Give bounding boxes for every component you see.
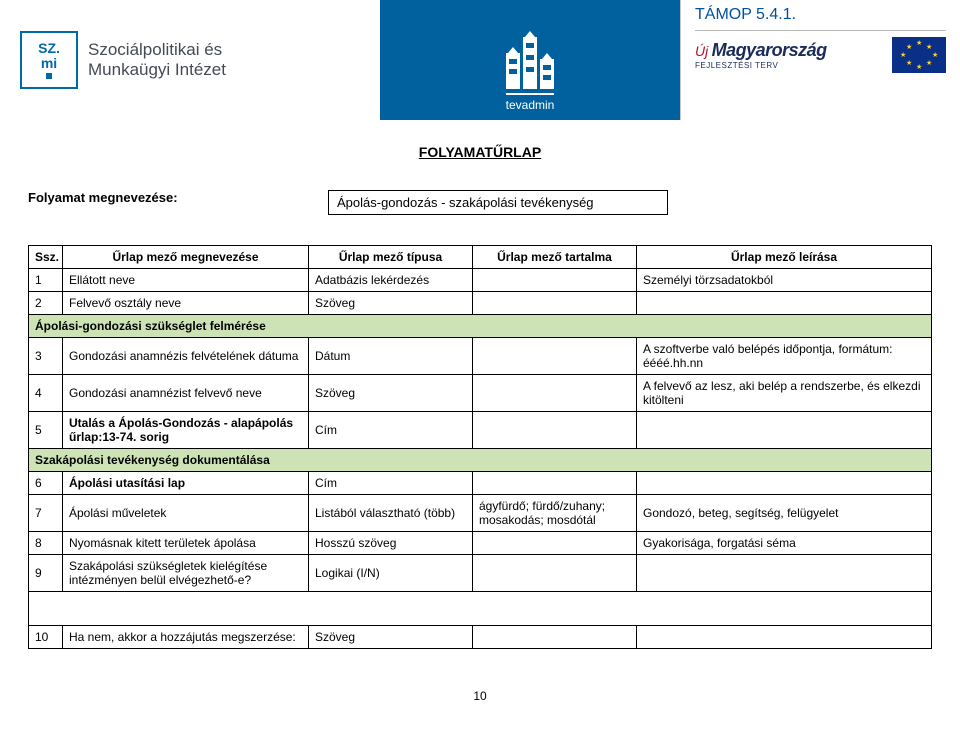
section-row: Szakápolási tevékenység dokumentálása: [29, 449, 932, 472]
cell-type: Listából választható (több): [309, 495, 473, 532]
cell-type: Szöveg: [309, 292, 473, 315]
section-title: Szakápolási tevékenység dokumentálása: [29, 449, 932, 472]
cell-desc: Személyi törzsadatokból: [637, 269, 932, 292]
cell-type: Szöveg: [309, 626, 473, 649]
cell-desc: Gyakorisága, forgatási séma: [637, 532, 932, 555]
umft-block: Új Magyarország FEJLESZTÉSI TERV ★ ★ ★ ★…: [695, 37, 946, 73]
col-ssz: Ssz.: [29, 246, 63, 269]
content: FOLYAMATŰRLAP Folyamat megnevezése: Ápol…: [0, 120, 960, 713]
process-value: Ápolás-gondozás - szakápolási tevékenysé…: [328, 190, 668, 215]
process-row: Folyamat megnevezése: Ápolás-gondozás - …: [28, 190, 932, 215]
cell-name: Nyomásnak kitett területek ápolása: [63, 532, 309, 555]
cell-type: Adatbázis lekérdezés: [309, 269, 473, 292]
umft-mo: Magyarország: [712, 40, 827, 60]
szmi-logo: SZ.mi Szociálpolitikai és Munkaügyi Inté…: [20, 31, 226, 89]
cell-name: Ha nem, akkor a hozzájutás megszerzése:: [63, 626, 309, 649]
cell-desc: A felvevő az lesz, aki belép a rendszerb…: [637, 375, 932, 412]
table-row: 2 Felvevő osztály neve Szöveg: [29, 292, 932, 315]
cell-desc: [637, 412, 932, 449]
cell-content: [473, 555, 637, 592]
towers-icon: [506, 29, 555, 89]
table-row: 10 Ha nem, akkor a hozzájutás megszerzés…: [29, 626, 932, 649]
cell-content: [473, 412, 637, 449]
process-label: Folyamat megnevezése:: [28, 190, 328, 205]
cell-desc: [637, 292, 932, 315]
cell-type: Szöveg: [309, 375, 473, 412]
cell-desc: [637, 555, 932, 592]
cell-content: ágyfürdő; fürdő/zuhany; mosakodás; mosdó…: [473, 495, 637, 532]
cell-type: Hosszú szöveg: [309, 532, 473, 555]
cell-name: Ellátott neve: [63, 269, 309, 292]
eu-flag-icon: ★ ★ ★ ★ ★ ★ ★ ★: [892, 37, 946, 73]
cell-desc: [637, 626, 932, 649]
szmi-badge-icon: SZ.mi: [20, 31, 78, 89]
cell-desc: [637, 472, 932, 495]
header-mid: tevadmin: [380, 0, 680, 120]
cell-ssz: 7: [29, 495, 63, 532]
cell-name: Ápolási műveletek: [63, 495, 309, 532]
umft-uj: Új: [695, 43, 708, 59]
table-header-row: Ssz. Űrlap mező megnevezése Űrlap mező t…: [29, 246, 932, 269]
col-type: Űrlap mező típusa: [309, 246, 473, 269]
cell-content: [473, 292, 637, 315]
cell-content: [473, 375, 637, 412]
table-row: 9 Szakápolási szükségletek kielégítése i…: [29, 555, 932, 592]
table-row: 7 Ápolási műveletek Listából választható…: [29, 495, 932, 532]
cell-ssz: 10: [29, 626, 63, 649]
cell-content: [473, 532, 637, 555]
cell-content: [473, 269, 637, 292]
cell-name: Felvevő osztály neve: [63, 292, 309, 315]
tevadmin-label: tevadmin: [506, 93, 555, 112]
cell-name: Szakápolási szükségletek kielégítése int…: [63, 555, 309, 592]
table-row: 5 Utalás a Ápolás-Gondozás - alapápolás …: [29, 412, 932, 449]
header-left: SZ.mi Szociálpolitikai és Munkaügyi Inté…: [0, 0, 380, 120]
cell-ssz: 5: [29, 412, 63, 449]
cell-type: Cím: [309, 472, 473, 495]
col-desc: Űrlap mező leírása: [637, 246, 932, 269]
spacer-row: [29, 592, 932, 626]
form-table: Ssz. Űrlap mező megnevezése Űrlap mező t…: [28, 245, 932, 649]
col-name: Űrlap mező megnevezése: [63, 246, 309, 269]
table-row: 4 Gondozási anamnézist felvevő neve Szöv…: [29, 375, 932, 412]
cell-content: [473, 626, 637, 649]
cell-ssz: 2: [29, 292, 63, 315]
cell-name: Gondozási anamnézis felvételének dátuma: [63, 338, 309, 375]
cell-name: Ápolási utasítási lap: [63, 472, 309, 495]
cell-ssz: 3: [29, 338, 63, 375]
section-row: Ápolási-gondozási szükséglet felmérése: [29, 315, 932, 338]
tevadmin-logo: tevadmin: [506, 29, 555, 112]
cell-ssz: 1: [29, 269, 63, 292]
col-content: Űrlap mező tartalma: [473, 246, 637, 269]
institute-line2: Munkaügyi Intézet: [88, 60, 226, 80]
institute-name: Szociálpolitikai és Munkaügyi Intézet: [88, 40, 226, 81]
cell-name: Gondozási anamnézist felvevő neve: [63, 375, 309, 412]
cell-type: Cím: [309, 412, 473, 449]
page-title: FOLYAMATŰRLAP: [28, 144, 932, 160]
section-title: Ápolási-gondozási szükséglet felmérése: [29, 315, 932, 338]
page-number: 10: [28, 689, 932, 713]
umft-sub: FEJLESZTÉSI TERV: [695, 61, 882, 70]
header-band: SZ.mi Szociálpolitikai és Munkaügyi Inté…: [0, 0, 960, 120]
table-row: 6 Ápolási utasítási lap Cím: [29, 472, 932, 495]
cell-content: [473, 338, 637, 375]
cell-ssz: 6: [29, 472, 63, 495]
cell-desc: Gondozó, beteg, segítség, felügyelet: [637, 495, 932, 532]
table-row: 1 Ellátott neve Adatbázis lekérdezés Sze…: [29, 269, 932, 292]
cell-type: Dátum: [309, 338, 473, 375]
cell-ssz: 9: [29, 555, 63, 592]
cell-content: [473, 472, 637, 495]
header-right: TÁMOP 5.4.1. Új Magyarország FEJLESZTÉSI…: [680, 0, 960, 120]
tamop-code: TÁMOP 5.4.1.: [695, 6, 946, 31]
cell-desc: A szoftverbe való belépés időpontja, for…: [637, 338, 932, 375]
cell-ssz: 8: [29, 532, 63, 555]
cell-name: Utalás a Ápolás-Gondozás - alapápolás űr…: [63, 412, 309, 449]
table-row: 8 Nyomásnak kitett területek ápolása Hos…: [29, 532, 932, 555]
cell-type: Logikai (I/N): [309, 555, 473, 592]
table-row: 3 Gondozási anamnézis felvételének dátum…: [29, 338, 932, 375]
institute-line1: Szociálpolitikai és: [88, 40, 226, 60]
cell-ssz: 4: [29, 375, 63, 412]
